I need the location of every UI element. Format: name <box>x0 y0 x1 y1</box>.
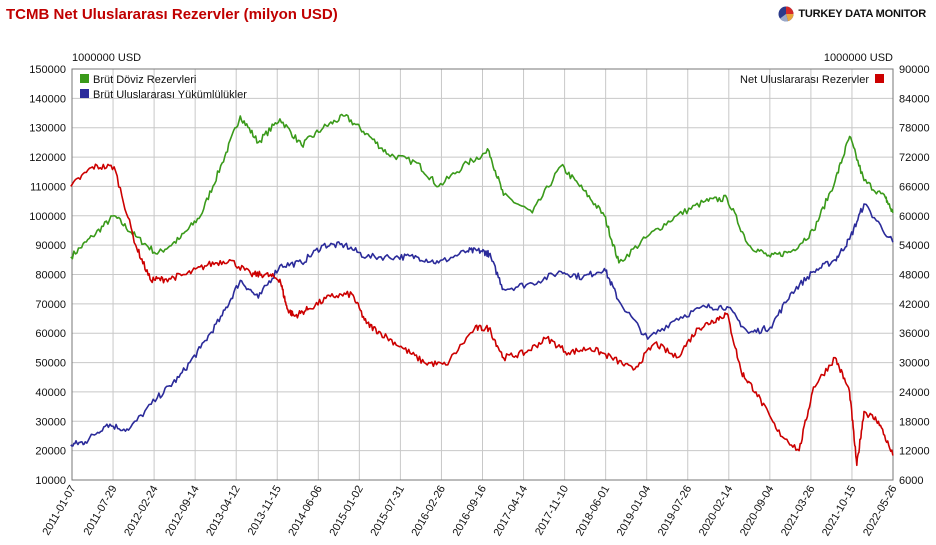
legend-swatch <box>875 74 884 83</box>
y-tick-right: 90000 <box>899 64 930 76</box>
x-tick-label: 2017-04-14 <box>492 484 531 539</box>
y-tick-right: 36000 <box>899 328 930 340</box>
legend-label: Net Uluslararası Rezervler <box>740 74 869 86</box>
legend-swatch <box>80 74 89 83</box>
y-tick-right: 30000 <box>899 358 930 370</box>
y-tick-left: 40000 <box>35 387 66 399</box>
left-axis-unit: 1000000 USD <box>72 52 141 64</box>
legend-label: Brüt Döviz Rezervleri <box>93 74 196 86</box>
y-tick-right: 72000 <box>899 152 930 164</box>
x-tick-label: 2013-11-15 <box>246 484 284 538</box>
x-tick-label: 2012-02-24 <box>122 484 161 539</box>
x-tick-label: 2015-01-02 <box>327 484 366 539</box>
right-axis-unit: 1000000 USD <box>824 52 893 64</box>
x-tick-label: 2015-07-31 <box>368 484 407 539</box>
x-tick-label: 2014-06-06 <box>286 484 325 539</box>
y-tick-left: 20000 <box>35 446 66 458</box>
brand-name: TURKEY DATA MONITOR <box>798 8 926 20</box>
x-tick-label: 2013-04-12 <box>204 484 243 539</box>
y-tick-right: 60000 <box>899 211 930 223</box>
brand-logo: TURKEY DATA MONITOR <box>778 6 926 22</box>
y-tick-right: 18000 <box>899 416 930 428</box>
x-tick-label: 2018-06-01 <box>574 484 613 539</box>
y-tick-right: 78000 <box>899 123 930 135</box>
y-tick-left: 70000 <box>35 299 66 311</box>
x-tick-label: 2020-02-14 <box>697 484 736 539</box>
y-tick-left: 90000 <box>35 240 66 252</box>
y-tick-left: 110000 <box>30 181 66 193</box>
y-tick-left: 30000 <box>35 416 66 428</box>
y-tick-left: 50000 <box>35 358 66 370</box>
x-tick-label: 2016-09-16 <box>451 484 490 539</box>
legend-swatch <box>80 89 89 98</box>
y-tick-right: 42000 <box>899 299 930 311</box>
y-tick-right: 48000 <box>899 270 930 282</box>
y-tick-left: 150000 <box>29 64 66 76</box>
pie-globe-icon <box>778 6 794 22</box>
y-tick-right: 12000 <box>899 446 930 458</box>
x-tick-label: 2011-07-29 <box>82 484 120 538</box>
x-tick-label: 2022-05-26 <box>861 484 900 539</box>
y-tick-right: 84000 <box>899 93 930 105</box>
y-tick-left: 130000 <box>29 123 66 135</box>
x-tick-label: 2021-10-15 <box>820 484 859 539</box>
y-tick-left: 60000 <box>35 328 66 340</box>
plot-frame <box>71 68 894 481</box>
x-tick-label: 2016-02-26 <box>410 484 449 539</box>
x-tick-label: 2021-03-26 <box>779 484 818 539</box>
x-tick-label: 2012-09-14 <box>163 484 202 539</box>
series-line-net-uluslararas-rezervler <box>70 163 894 467</box>
x-tick-label: 2019-01-04 <box>615 484 654 539</box>
y-tick-right: 24000 <box>899 387 930 399</box>
y-tick-left: 10000 <box>35 475 66 487</box>
y-tick-left: 140000 <box>29 93 66 105</box>
chart-title: TCMB Net Uluslararası Rezervler (milyon … <box>6 6 338 23</box>
y-tick-left: 100000 <box>29 211 66 223</box>
y-tick-right: 54000 <box>899 240 930 252</box>
x-tick-label: 2019-07-26 <box>656 484 695 539</box>
x-tick-label: 2020-09-04 <box>738 484 777 539</box>
y-tick-right: 6000 <box>899 475 923 487</box>
series-line-br-t-uluslararas-y-k-ml-l-kler <box>70 203 894 447</box>
legend-label: Brüt Uluslararası Yükümlülükler <box>93 89 247 101</box>
x-tick-label: 2017-11-10 <box>533 484 571 538</box>
series-line-br-t-d-viz-rezervleri <box>70 113 894 264</box>
y-tick-left: 80000 <box>35 270 66 282</box>
x-tick-label: 2011-01-07 <box>40 484 78 538</box>
y-tick-right: 66000 <box>899 181 930 193</box>
y-tick-left: 120000 <box>29 152 66 164</box>
